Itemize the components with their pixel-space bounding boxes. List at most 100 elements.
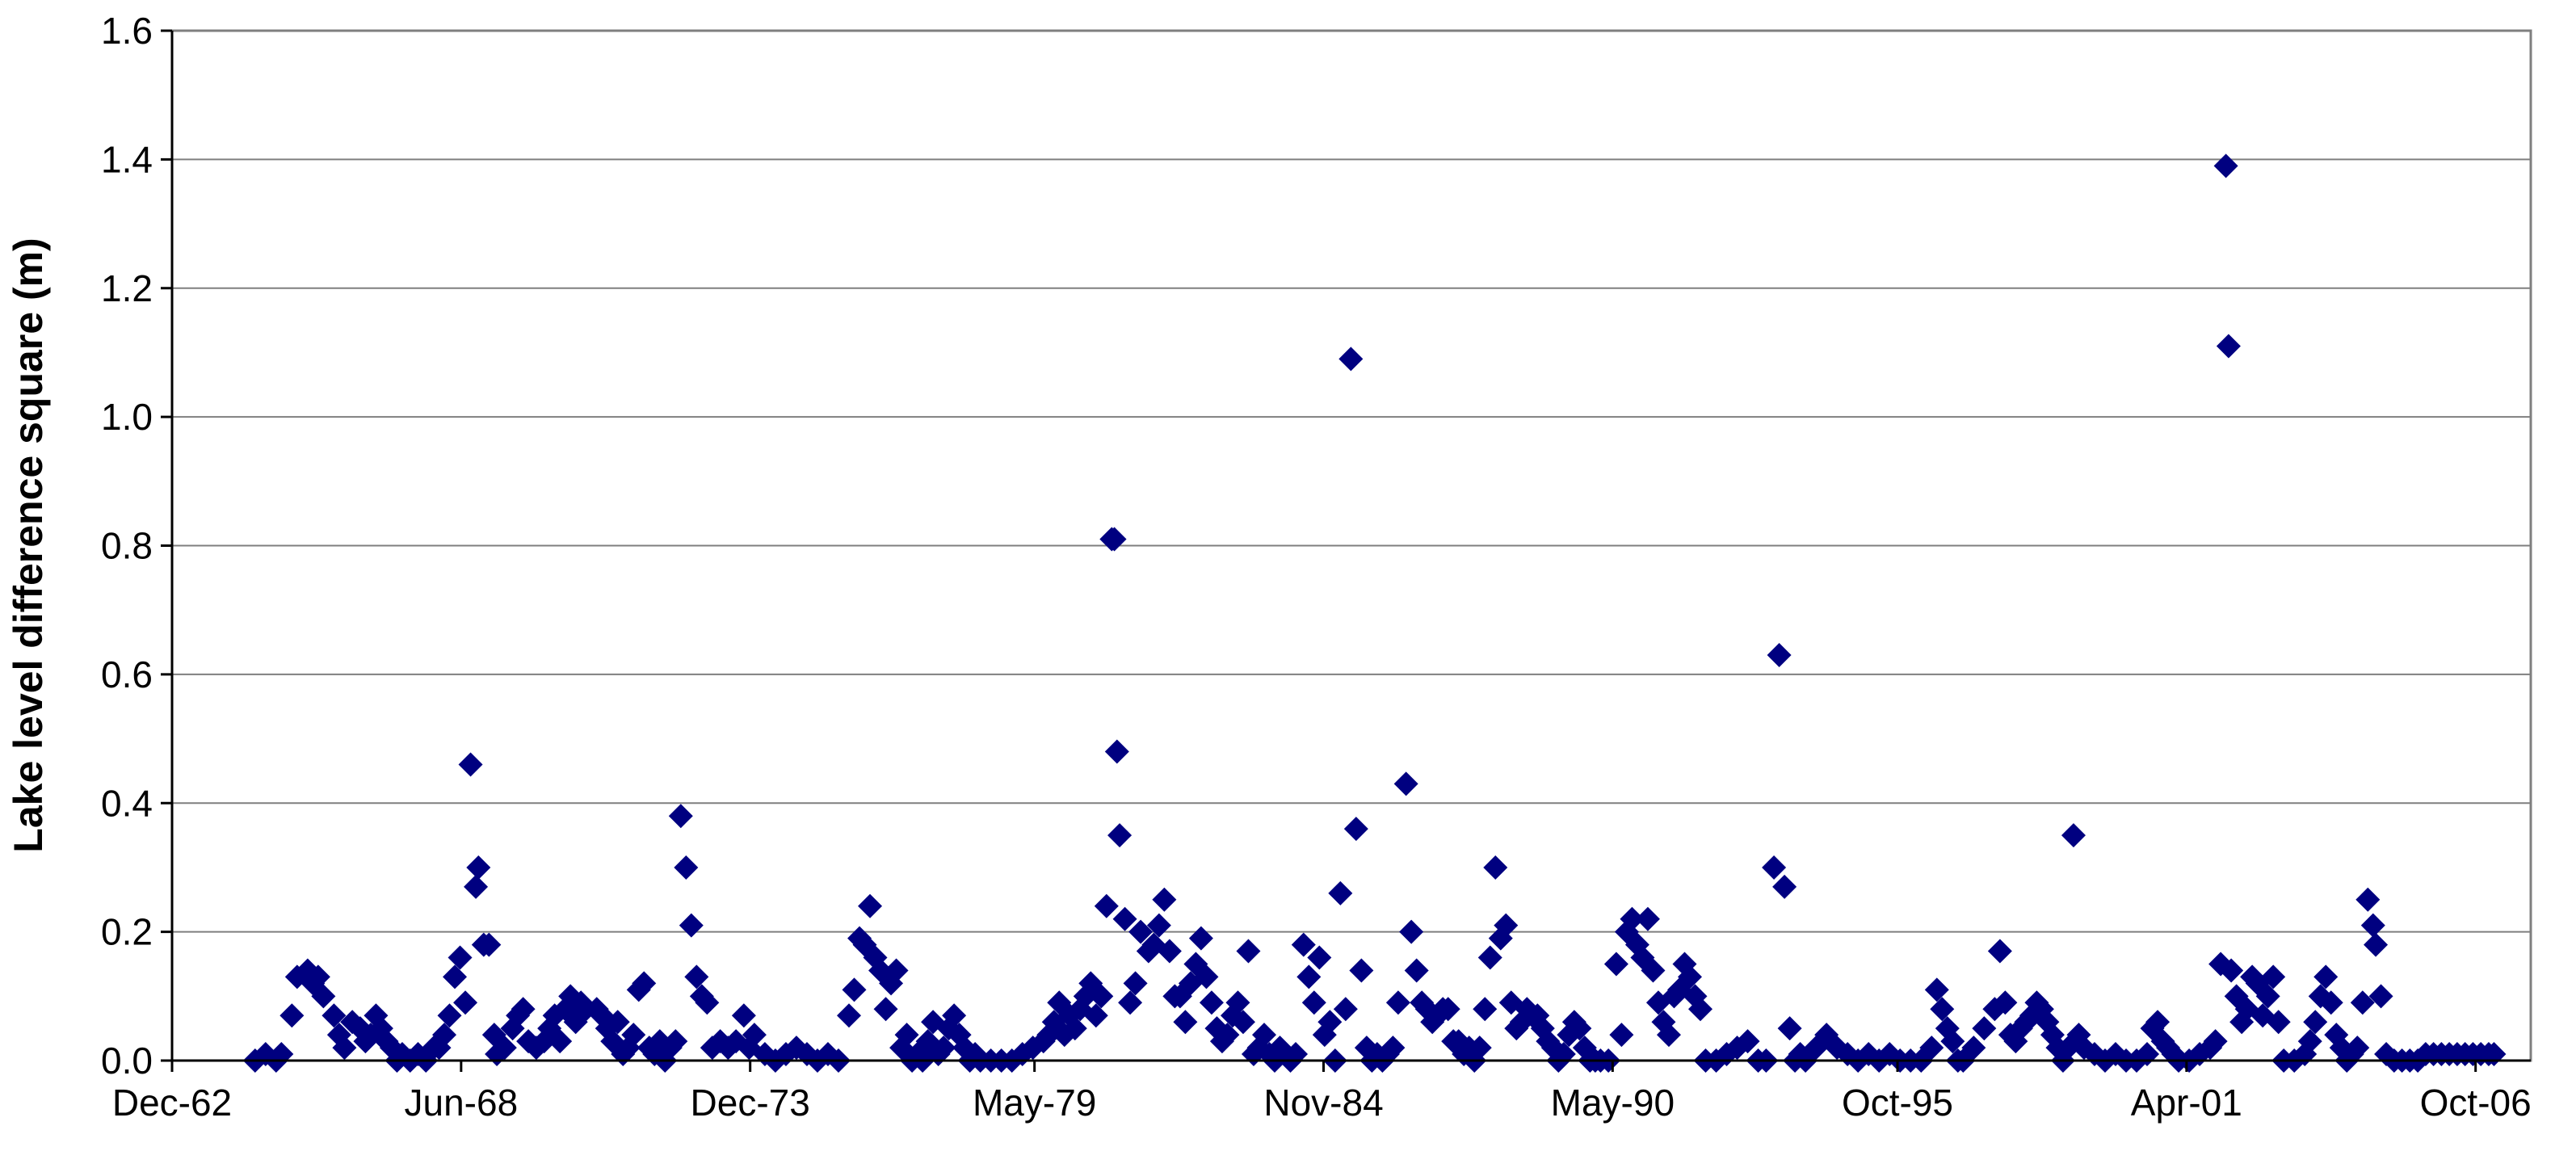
data-point: [1987, 939, 2012, 964]
data-point: [1236, 939, 1261, 964]
data-point: [1123, 971, 1148, 996]
data-point: [1215, 1023, 1240, 1048]
data-point: [1393, 771, 1418, 796]
y-tick-label: 0.4: [101, 782, 153, 824]
data-point: [311, 984, 336, 1009]
data-point: [1404, 958, 1429, 983]
data-point: [1762, 855, 1787, 880]
data-point: [2061, 823, 2086, 848]
data-point: [1157, 939, 1182, 964]
data-point: [1940, 1029, 1965, 1054]
x-tick-label: May-90: [1551, 1082, 1675, 1124]
y-tick-label: 0.2: [101, 911, 153, 953]
data-point: [2213, 153, 2238, 179]
data-point: [1380, 1036, 1406, 1061]
data-point: [668, 804, 693, 829]
data-point: [731, 1003, 756, 1028]
data-point: [1104, 739, 1129, 764]
data-point: [2145, 1010, 2170, 1035]
data-point: [695, 990, 720, 1015]
data-point: [1317, 1010, 1343, 1035]
data-point: [1919, 1036, 1944, 1061]
data-point: [884, 958, 909, 983]
data-point: [321, 1003, 347, 1028]
data-point: [1930, 997, 1955, 1022]
data-point: [1333, 997, 1358, 1022]
data-point: [2216, 334, 2241, 359]
data-point: [1609, 1023, 1634, 1048]
data-point: [679, 913, 704, 938]
data-point: [1924, 977, 1949, 1002]
data-point: [1146, 913, 1171, 938]
data-point: [2297, 1029, 2322, 1054]
data-point: [1567, 1016, 1592, 1041]
data-point: [1467, 1036, 1492, 1061]
data-point: [1767, 642, 1792, 667]
data-point: [548, 1029, 573, 1054]
data-point: [305, 964, 330, 989]
data-point: [2261, 964, 2286, 989]
data-point: [448, 945, 473, 970]
data-point: [1251, 1023, 1276, 1048]
data-point: [1993, 990, 2018, 1015]
data-point: [437, 1003, 462, 1028]
y-tick-label: 1.2: [101, 267, 153, 309]
data-point: [2266, 1010, 2291, 1035]
data-point: [2345, 1036, 2370, 1061]
x-axis-ticks: Dec-62 Jun-68 Dec-73 May-79 Nov-84 May-90 Oct-…: [112, 1061, 2532, 1124]
data-point: [279, 1003, 305, 1028]
data-point: [1772, 874, 1797, 899]
data-point: [931, 1036, 956, 1061]
data-point: [1083, 1003, 1108, 1028]
y-tick-label: 1.6: [101, 10, 153, 52]
data-point: [605, 1010, 630, 1035]
data-point: [443, 964, 468, 989]
data-point: [2219, 958, 2244, 983]
data-point: [1112, 906, 1137, 931]
data-point: [674, 855, 699, 880]
data-point: [1688, 997, 1713, 1022]
data-point: [2368, 984, 2393, 1009]
data-point: [2303, 1010, 2328, 1035]
data-point: [1972, 1016, 1997, 1041]
data-point: [1301, 990, 1326, 1015]
x-tick-label: May-79: [973, 1082, 1096, 1124]
data-point: [1118, 990, 1143, 1015]
data-point: [1230, 1010, 1255, 1035]
data-point: [2355, 887, 2381, 912]
y-tick-label: 1.0: [101, 396, 153, 438]
data-point: [1107, 823, 1133, 848]
data-point: [2255, 984, 2280, 1009]
x-tick-label: Dec-62: [112, 1082, 232, 1124]
data-point: [1328, 880, 1353, 905]
data-point: [1399, 919, 1424, 944]
data-point: [1062, 1016, 1087, 1041]
data-point: [511, 997, 536, 1022]
data-point: [2313, 964, 2339, 989]
x-tick-label: Nov-84: [1263, 1082, 1383, 1124]
data-point: [1620, 906, 1645, 931]
data-point: [2350, 990, 2375, 1015]
x-tick-label: Apr-01: [2131, 1082, 2242, 1124]
data-point: [1102, 527, 1127, 552]
data-point: [837, 1003, 862, 1028]
data-point: [1188, 926, 1213, 951]
data-point: [1343, 817, 1368, 842]
data-point: [632, 971, 657, 996]
data-point: [477, 932, 502, 957]
data-point: [942, 1003, 967, 1028]
y-tick-label: 0.8: [101, 525, 153, 567]
data-point: [2364, 932, 2389, 957]
data-point: [1225, 990, 1250, 1015]
y-axis-title: Lake level difference square (m): [6, 237, 51, 852]
data-point: [1307, 945, 1332, 970]
data-point: [464, 874, 489, 899]
data-point: [466, 855, 491, 880]
data-point: [453, 990, 478, 1015]
data-point: [842, 977, 867, 1002]
data-point: [432, 1023, 457, 1048]
x-tick-label: Oct-95: [1842, 1082, 1953, 1124]
y-tick-label: 1.4: [101, 138, 153, 180]
